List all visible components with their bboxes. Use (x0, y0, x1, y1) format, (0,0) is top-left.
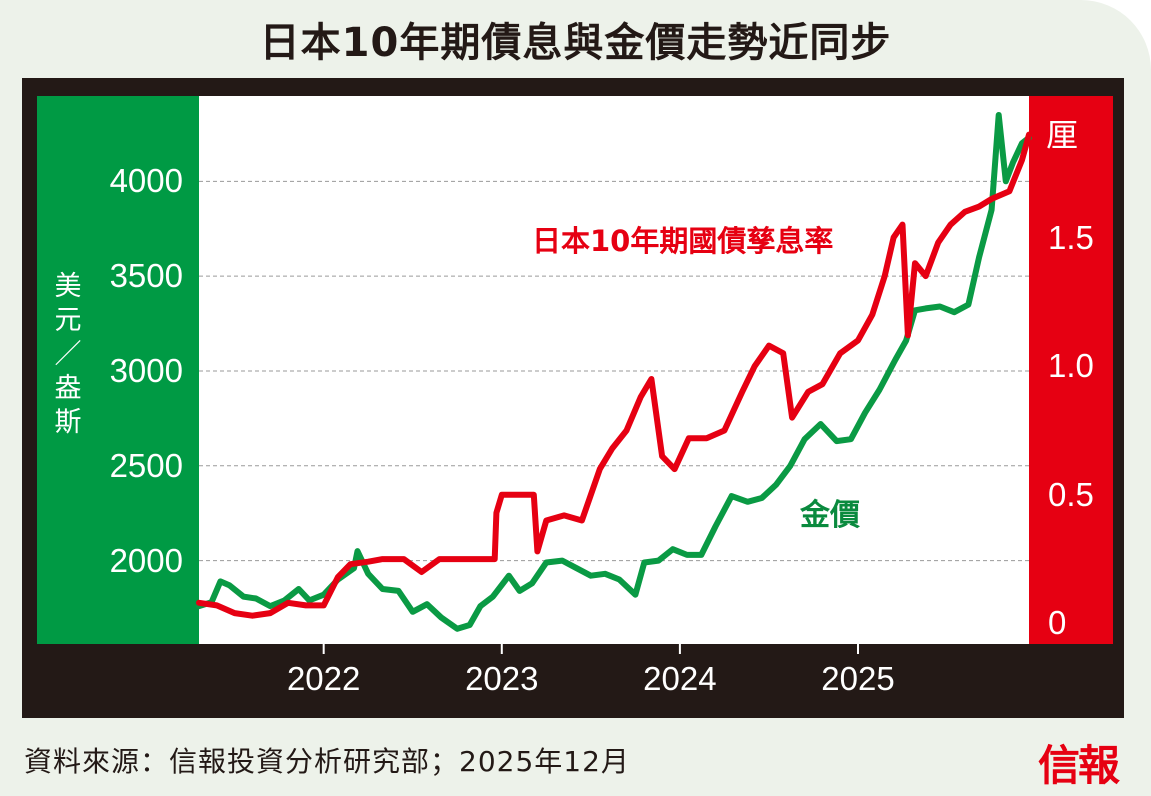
y-left-tick-label: 3000 (109, 351, 183, 389)
y-left-tick-label: 3500 (109, 257, 183, 295)
right-axis-band (1029, 96, 1113, 644)
series-layer (196, 112, 1032, 632)
y-right-tick-label: 0.5 (1048, 475, 1094, 513)
x-tick-label: 2023 (465, 660, 539, 697)
series-label-jgb: 日本10年期國債孳息率 (532, 224, 834, 258)
source-note: 資料來源：信報投資分析研究部；2025年12月 (24, 745, 630, 778)
jgb-yield-line (196, 131, 1032, 619)
gold-price-line (196, 112, 1032, 632)
x-tick-label: 2022 (286, 660, 361, 697)
brand-logo: 信報 (1038, 741, 1120, 790)
y-axis-left-label: 美元／盎斯 (54, 271, 82, 438)
x-tick-label: 2024 (643, 660, 717, 697)
x-tick-marks (322, 644, 860, 654)
grid-layer (199, 180, 1029, 562)
y-right-tick-label: 0 (1048, 604, 1067, 642)
y-right-tick-label: 1.0 (1048, 347, 1094, 385)
left-axis-band (37, 96, 199, 644)
x-tick-label: 2025 (821, 660, 895, 697)
y-left-tick-label: 2000 (109, 541, 183, 579)
y-left-tick-label: 2500 (109, 446, 183, 484)
chart-title: 日本10年期債息與金價走勢近同步 (259, 20, 892, 66)
y-right-tick-label: 1.5 (1048, 218, 1094, 256)
series-label-gold: 金價 (800, 498, 860, 533)
y-left-tick-label: 4000 (109, 162, 183, 200)
y-axis-right-label: 厘 (1046, 116, 1079, 154)
